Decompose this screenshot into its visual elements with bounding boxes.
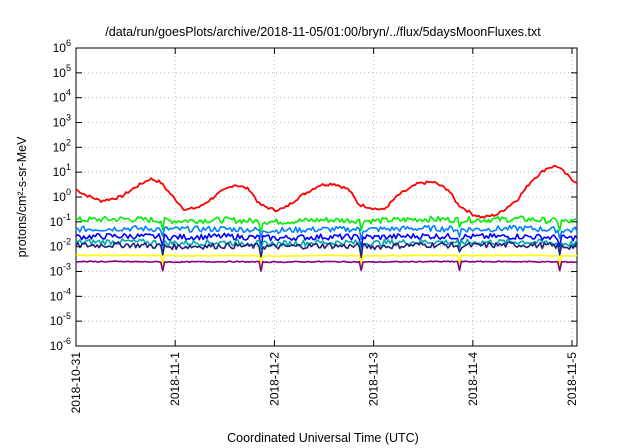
x-tick-label: 2018-11-1 xyxy=(168,352,182,406)
y-tick-label: 10-1 xyxy=(50,212,71,229)
plot-frame xyxy=(75,47,578,347)
y-tick-label: 10-5 xyxy=(50,311,71,328)
grid xyxy=(76,48,577,346)
y-axis-label: protons/cm²-s-sr-MeV xyxy=(15,136,29,258)
series-line xyxy=(75,254,578,266)
y-tick-label: 106 xyxy=(53,38,71,55)
x-axis: 2018-10-31 2018-11-1 2018-11-2 2018-11-3 201… xyxy=(69,48,579,413)
x-tick-label: 2018-11-5 xyxy=(565,352,579,406)
series-line xyxy=(75,215,578,233)
y-tick-label: 10-2 xyxy=(50,237,71,254)
y-tick-label: 105 xyxy=(53,63,71,80)
series-line xyxy=(75,232,578,249)
y-tick-label: 10-4 xyxy=(50,286,71,303)
x-tick-label: 2018-10-31 xyxy=(69,352,83,414)
y-axis: 10-6 10-5 10-4 10-3 10-2 10-1 100 101 102 103 104 1… xyxy=(50,38,577,353)
y-tick-label: 101 xyxy=(53,162,71,179)
y-tick-label: 102 xyxy=(53,137,71,154)
y-tick-label: 10-6 xyxy=(50,336,71,353)
x-tick-label: 2018-11-4 xyxy=(466,352,480,406)
chart-title: /data/run/goesPlots/archive/2018-11-05/0… xyxy=(105,25,541,39)
series-line xyxy=(75,224,578,240)
y-axis-label-part1: protons/cm²-s-sr-MeV xyxy=(15,136,29,258)
x-axis-label: Coordinated Universal Time (UTC) xyxy=(227,431,419,445)
series-line xyxy=(75,260,578,272)
x-tick-label: 2018-11-2 xyxy=(267,352,281,406)
y-tick-label: 10-3 xyxy=(50,262,71,279)
y-tick-label: 100 xyxy=(53,187,71,204)
y-tick-label: 104 xyxy=(53,88,71,105)
series-line xyxy=(75,241,578,259)
series-group xyxy=(75,164,578,272)
series-line xyxy=(75,164,578,219)
y-tick-label: 103 xyxy=(53,113,71,130)
x-tick-label: 2018-11-3 xyxy=(367,352,381,406)
